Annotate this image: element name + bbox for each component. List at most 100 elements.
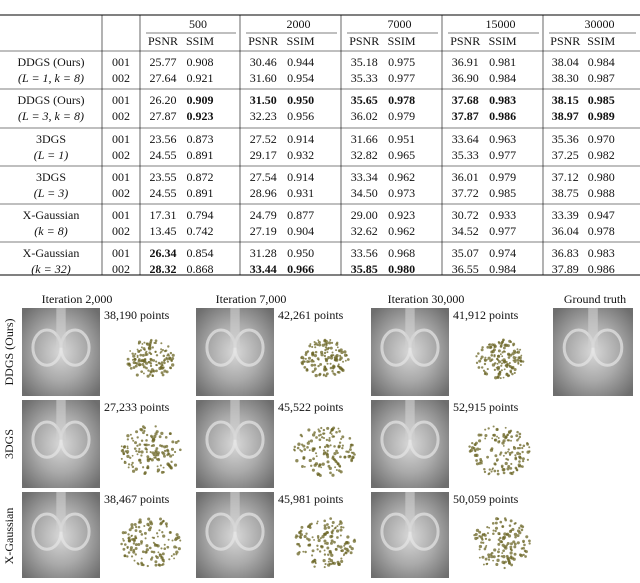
point <box>329 346 333 350</box>
point <box>296 446 300 450</box>
point <box>132 542 136 545</box>
point <box>328 562 332 566</box>
point <box>167 345 170 348</box>
point <box>503 566 506 570</box>
point <box>120 449 124 453</box>
point <box>307 356 312 360</box>
point <box>171 539 174 542</box>
point <box>325 340 328 343</box>
metric-value: 0.989 <box>588 109 615 123</box>
point <box>331 473 335 477</box>
metric-value: 0.980 <box>388 262 415 276</box>
point <box>338 430 341 433</box>
point <box>295 459 299 463</box>
metric-value: 0.873 <box>187 132 214 146</box>
method-params: (L = 1) <box>34 148 69 162</box>
point <box>318 372 322 376</box>
point <box>156 535 159 538</box>
point <box>343 542 347 546</box>
point <box>343 350 347 354</box>
point <box>497 349 501 353</box>
point <box>140 359 143 363</box>
point <box>157 458 161 462</box>
point <box>495 427 499 432</box>
point <box>147 360 150 363</box>
point <box>140 557 143 560</box>
point <box>128 539 132 543</box>
point <box>326 362 329 365</box>
method-name: 3DGS <box>36 132 66 146</box>
sample-id: 002 <box>112 224 130 238</box>
point <box>299 448 302 451</box>
point <box>468 445 471 448</box>
point <box>146 522 150 527</box>
point <box>313 539 316 541</box>
point <box>513 371 516 375</box>
point <box>506 439 509 442</box>
point <box>504 451 508 455</box>
point-count: 27,233 points <box>104 400 170 414</box>
metric-value: 36.90 <box>452 71 479 85</box>
point <box>309 343 312 346</box>
point <box>140 540 144 544</box>
point <box>136 356 139 359</box>
point <box>143 429 146 433</box>
point <box>140 454 143 457</box>
point <box>521 465 524 468</box>
point <box>313 447 316 450</box>
point <box>133 539 136 543</box>
point <box>142 365 146 369</box>
point <box>494 529 497 533</box>
metric-header: SSIM <box>489 34 517 48</box>
point <box>481 537 484 540</box>
point <box>160 470 164 474</box>
point <box>509 371 513 374</box>
point <box>348 545 352 549</box>
point <box>509 542 513 546</box>
point <box>308 449 311 452</box>
point-count: 45,981 points <box>278 492 344 506</box>
point <box>123 554 127 558</box>
point <box>177 547 181 551</box>
point <box>339 354 342 357</box>
point <box>505 372 508 375</box>
point <box>327 526 331 530</box>
point <box>134 364 138 368</box>
point <box>326 546 330 550</box>
point <box>336 346 339 349</box>
point <box>326 523 329 526</box>
point <box>487 356 491 360</box>
point <box>299 529 303 533</box>
point <box>170 460 173 464</box>
point <box>509 471 512 475</box>
point <box>319 537 322 540</box>
point <box>153 434 157 439</box>
metric-value: 31.66 <box>351 132 378 146</box>
method-params: (L = 3) <box>34 186 69 200</box>
point <box>135 450 138 453</box>
point <box>512 344 515 347</box>
point <box>135 525 138 529</box>
point <box>348 454 352 458</box>
point <box>503 343 507 347</box>
point <box>326 460 330 464</box>
point <box>337 562 341 566</box>
point <box>316 522 319 525</box>
point <box>166 545 170 549</box>
point <box>524 550 528 554</box>
metric-value: 36.04 <box>552 224 579 238</box>
point <box>500 555 503 558</box>
metric-value: 0.984 <box>489 262 516 276</box>
point <box>514 351 517 354</box>
point <box>506 433 510 437</box>
point <box>156 470 159 473</box>
point <box>322 449 326 452</box>
point <box>486 532 490 535</box>
point <box>130 463 133 466</box>
metric-header: PSNR <box>148 34 178 48</box>
spine-shape <box>230 492 240 532</box>
point <box>169 351 173 355</box>
point <box>160 431 164 435</box>
metric-value: 37.89 <box>552 262 579 276</box>
point <box>148 457 152 461</box>
